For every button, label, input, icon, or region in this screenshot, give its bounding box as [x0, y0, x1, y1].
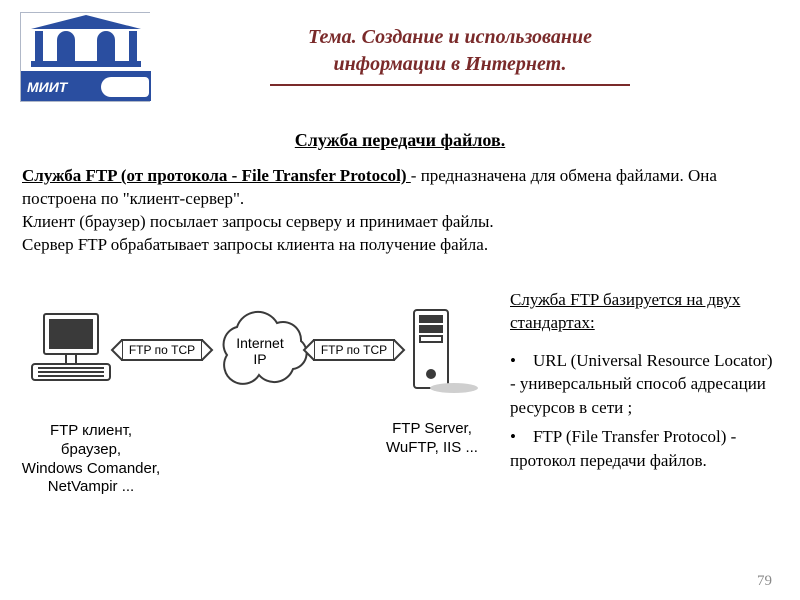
- ftp-line2: Клиент (браузер) посылает запросы сервер…: [22, 212, 494, 231]
- bullet-ftp: • FTP (File Transfer Protocol) - протоко…: [510, 425, 780, 472]
- ftp-line3: Сервер FTP обрабатывает запросы клиента …: [22, 235, 488, 254]
- section-header: Служба передачи файлов.: [0, 130, 800, 151]
- body-paragraph: Служба FTP (от протокола - File Transfer…: [22, 165, 778, 257]
- standards-intro: Служба FTP базируется на двух стандартах…: [510, 290, 740, 332]
- ftp-lead-bold: Служба FTP (от протокола - File Transfer…: [22, 166, 411, 185]
- title-line-1: Тема. Создание и использование: [200, 24, 700, 51]
- client-label-text: FTP клиент, браузер, Windows Comander, N…: [22, 422, 160, 495]
- title-line-2: информации в Интернет.: [200, 51, 700, 78]
- diagram-svg: FTP по TCP Internet IP FTP по TCP: [22, 300, 492, 440]
- logo-bottom-bar: МИИТ: [21, 73, 151, 101]
- ftp-network-diagram: FTP по TCP Internet IP FTP по TCP FTP кл…: [22, 300, 492, 530]
- standards-block: Служба FTP базируется на двух стандартах…: [510, 288, 780, 472]
- bullet-ftp-text: FTP (File Transfer Protocol) - протокол …: [510, 427, 736, 469]
- cloud-label-2: IP: [253, 351, 266, 367]
- standards-list: • URL (Universal Resource Locator) - уни…: [510, 349, 780, 472]
- bullet-url-text: URL (Universal Resource Locator) - униве…: [510, 351, 773, 417]
- slide-title: Тема. Создание и использование информаци…: [200, 24, 700, 86]
- logo-bottom-text: МИИТ: [27, 79, 67, 95]
- cloud-label-1: Internet: [236, 335, 284, 351]
- client-node-icon: [32, 314, 110, 380]
- edge1-label: FTP по TCP: [129, 343, 195, 357]
- section-header-text: Служба передачи файлов: [295, 130, 501, 150]
- page-number: 79: [757, 573, 772, 590]
- institution-logo: МИИТ: [20, 12, 150, 102]
- client-label: FTP клиент, браузер, Windows Comander, N…: [16, 422, 166, 497]
- title-underline: [270, 84, 630, 86]
- train-icon: [101, 77, 149, 97]
- bullet-url: • URL (Universal Resource Locator) - уни…: [510, 349, 780, 419]
- server-node-icon: [414, 310, 478, 393]
- server-label: FTP Server, WuFTP, IIS ...: [362, 420, 502, 458]
- server-label-text: FTP Server, WuFTP, IIS ...: [386, 420, 478, 456]
- logo-building-icon: [21, 13, 151, 73]
- edge2-label: FTP по TCP: [321, 343, 387, 357]
